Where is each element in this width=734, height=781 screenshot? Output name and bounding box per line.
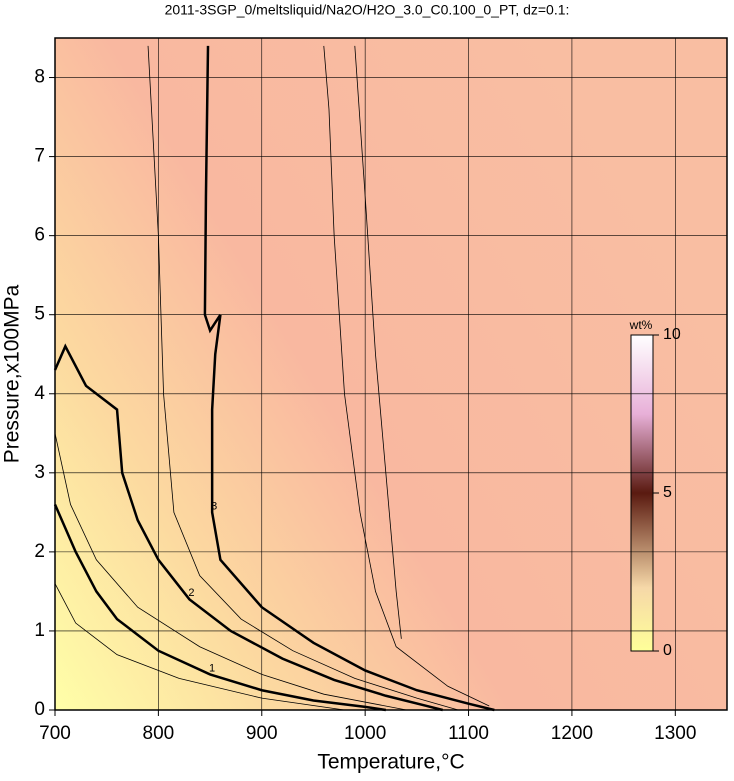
plot-background [55,38,727,710]
y-tick-label: 0 [34,699,45,720]
y-tick-label: 7 [34,146,45,167]
x-tick-label: 900 [246,723,278,744]
x-tick-label: 1000 [344,723,386,744]
y-tick-label: 6 [34,225,45,246]
y-tick-label: 3 [34,462,45,483]
colorbar-tick-label: 0 [663,642,672,659]
contour-label: 2 [188,587,194,599]
x-tick-label: 1100 [448,723,489,744]
contour-line [54,583,345,711]
colorbar-label: wt% [629,318,653,332]
y-axis-label: Pressure,x100MPa [1,284,24,463]
contour-line [54,433,407,711]
x-tick-label: 1300 [654,723,696,744]
plot-frame [54,37,728,711]
colorbar-tick-label: 10 [663,326,681,343]
x-axis-label: Temperature,°C [317,751,464,774]
contour-label: 3 [211,500,217,512]
contour-line [323,45,490,707]
y-tick-label: 2 [34,541,45,562]
y-tick-label: 8 [34,67,45,88]
y-tick-label: 1 [34,620,45,641]
y-tick-label: 5 [34,304,45,325]
contour-label: 1 [209,662,215,674]
contour-line [354,45,402,639]
y-tick-label: 4 [34,383,45,404]
x-tick-label: 800 [143,723,175,744]
x-tick-label: 1200 [551,723,593,744]
colorbar-tick-label: 5 [663,484,672,501]
contour-line [203,45,495,712]
x-tick-label: 700 [39,723,71,744]
colorbar [630,334,654,652]
contour-line [53,343,444,712]
contour-line [53,503,387,712]
chart-title: 2011-3SGP_0/meltsliquid/Na2O/H2O_3.0_C0.… [165,2,570,18]
